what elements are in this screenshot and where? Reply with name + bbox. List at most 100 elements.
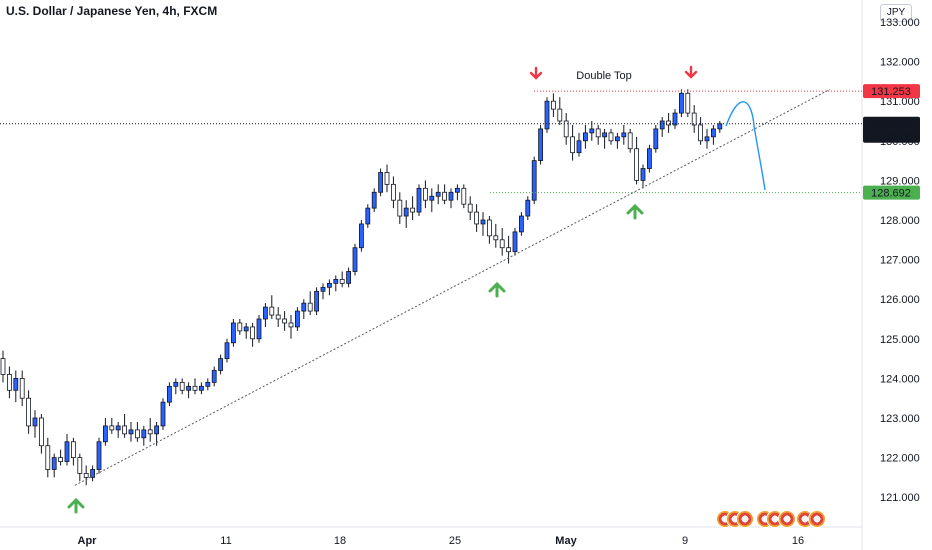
candle[interactable] — [39, 414, 44, 454]
candle[interactable] — [570, 124, 575, 161]
candle[interactable] — [365, 204, 371, 228]
candle[interactable] — [262, 303, 268, 327]
candle[interactable] — [467, 196, 473, 220]
candle[interactable] — [192, 378, 198, 395]
candle[interactable] — [486, 216, 492, 244]
candle[interactable] — [525, 196, 531, 220]
candle[interactable] — [122, 414, 127, 438]
candle[interactable] — [230, 319, 236, 347]
candle[interactable] — [147, 418, 153, 442]
candle[interactable] — [544, 97, 550, 133]
candle[interactable] — [96, 437, 102, 474]
candle[interactable] — [711, 124, 716, 145]
candle[interactable] — [551, 93, 556, 118]
candle[interactable] — [314, 287, 320, 316]
candle[interactable] — [679, 89, 684, 118]
candle[interactable] — [474, 204, 480, 232]
candle[interactable] — [282, 311, 288, 331]
candle[interactable] — [358, 220, 364, 252]
candle[interactable] — [583, 124, 588, 149]
candle[interactable] — [109, 418, 115, 434]
candle[interactable] — [211, 366, 217, 387]
candle[interactable] — [397, 192, 403, 224]
candle[interactable] — [493, 223, 499, 248]
candle[interactable] — [698, 117, 703, 145]
candle[interactable] — [288, 315, 294, 339]
candle[interactable] — [416, 184, 422, 217]
candle[interactable] — [685, 89, 691, 118]
candle[interactable] — [410, 196, 416, 220]
candle[interactable] — [390, 176, 396, 209]
candle[interactable] — [519, 212, 524, 236]
candle[interactable] — [326, 279, 332, 296]
candle[interactable] — [461, 184, 467, 209]
candle[interactable] — [627, 128, 633, 153]
candle[interactable] — [634, 136, 639, 185]
candle[interactable] — [243, 322, 249, 339]
candle[interactable] — [173, 378, 179, 395]
support-price-label[interactable]: 128.692 — [863, 185, 920, 200]
candle[interactable] — [198, 382, 204, 395]
candle[interactable] — [378, 168, 384, 197]
candle[interactable] — [13, 370, 19, 403]
candle[interactable] — [403, 200, 409, 228]
candle[interactable] — [301, 299, 307, 319]
candle[interactable] — [647, 144, 652, 173]
candle[interactable] — [83, 465, 89, 486]
candle[interactable] — [205, 378, 211, 391]
candle[interactable] — [71, 437, 76, 466]
candle[interactable] — [621, 124, 627, 145]
candle[interactable] — [269, 295, 275, 319]
candle[interactable] — [563, 113, 569, 145]
candle[interactable] — [166, 382, 172, 407]
candle[interactable] — [640, 164, 646, 189]
candle[interactable] — [480, 212, 486, 236]
candle[interactable] — [352, 243, 358, 276]
candle[interactable] — [51, 453, 57, 478]
candle[interactable] — [115, 421, 121, 438]
candle[interactable] — [576, 132, 582, 157]
candle[interactable] — [186, 382, 192, 399]
candle[interactable] — [32, 410, 38, 438]
candle[interactable] — [442, 184, 448, 205]
candle[interactable] — [103, 418, 108, 446]
economic-event-flag[interactable] — [808, 510, 826, 528]
resistance-price-label[interactable]: 131.253 — [863, 84, 920, 99]
candle[interactable] — [672, 109, 678, 129]
candle[interactable] — [224, 338, 230, 363]
candle[interactable] — [134, 421, 140, 442]
economic-event-flag[interactable] — [778, 510, 796, 528]
candle[interactable] — [602, 128, 607, 149]
candle[interactable] — [538, 124, 543, 165]
candle[interactable] — [307, 291, 313, 316]
candle[interactable] — [608, 128, 614, 145]
candle[interactable] — [512, 227, 518, 256]
candle[interactable] — [448, 188, 454, 209]
candle[interactable] — [384, 164, 390, 193]
candle[interactable] — [154, 421, 160, 446]
candle[interactable] — [704, 128, 710, 149]
candle[interactable] — [429, 188, 435, 213]
candle[interactable] — [659, 117, 665, 137]
candle[interactable] — [64, 433, 70, 466]
currency-badge[interactable]: JPY — [880, 4, 912, 22]
candle[interactable] — [7, 366, 12, 399]
candle[interactable] — [141, 425, 147, 446]
candle[interactable] — [45, 437, 51, 478]
candle[interactable] — [218, 354, 224, 375]
candle[interactable] — [0, 350, 6, 383]
candle[interactable] — [371, 188, 377, 213]
candle[interactable] — [339, 271, 345, 288]
candle[interactable] — [422, 180, 428, 209]
candle[interactable] — [128, 421, 134, 442]
candle[interactable] — [256, 315, 262, 343]
candle[interactable] — [294, 307, 300, 331]
candle[interactable] — [717, 121, 723, 133]
candle[interactable] — [666, 113, 671, 133]
candle[interactable] — [691, 105, 697, 133]
candle[interactable] — [58, 449, 63, 466]
candle[interactable] — [333, 275, 339, 292]
candle[interactable] — [557, 97, 563, 125]
